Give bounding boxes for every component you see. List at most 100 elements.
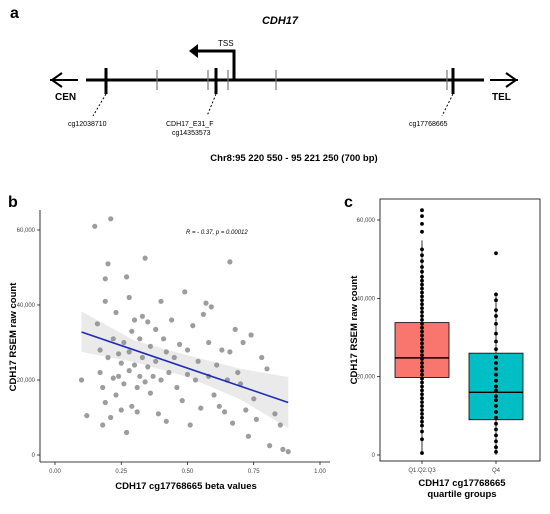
- c-y-tick-label: 20,000: [357, 375, 376, 381]
- box-point: [420, 265, 424, 269]
- scatter-point: [195, 358, 201, 364]
- scatter-point: [102, 399, 108, 406]
- region-label: Chr8:95 220 550 - 95 221 250 (700 bp): [210, 153, 377, 164]
- scatter-point: [179, 398, 185, 404]
- panel-c: c 0 20,000 40,000 60,000 Q1.Q2.Q3 Q4 CDH17 c…: [344, 194, 541, 500]
- box-point: [420, 259, 424, 263]
- b-y-tick-label: 20,000: [17, 378, 36, 384]
- scatter-point: [230, 420, 236, 426]
- scatter-point: [105, 261, 111, 267]
- scatter-point: [147, 343, 153, 349]
- scatter-point: [219, 347, 225, 353]
- scatter-point: [285, 449, 291, 455]
- scatter-point: [277, 422, 283, 428]
- scatter-point: [184, 347, 191, 353]
- box-point: [494, 321, 498, 326]
- scatter-point: [113, 392, 119, 398]
- probe-left-label: cg12038710: [68, 121, 107, 128]
- box-point: [420, 404, 424, 408]
- box-point: [494, 421, 498, 426]
- scatter-point: [118, 360, 124, 366]
- b-y-tick-label: 0: [32, 453, 36, 459]
- cen-arrow-icon: [50, 72, 78, 88]
- scatter-point: [94, 321, 100, 327]
- scatter-point: [153, 326, 159, 332]
- box-point: [420, 419, 424, 424]
- scatter-point: [184, 371, 191, 377]
- b-x-tick-label: 0.25: [115, 469, 127, 475]
- box-point: [420, 278, 424, 283]
- correlation-annotation: R = - 0.37, p = 0.00012: [186, 230, 248, 236]
- c-y-tick-label: 40,000: [357, 296, 376, 302]
- scatter-point: [78, 377, 85, 383]
- c-x-axis-label-1: CDH17 cg17768665: [418, 478, 506, 489]
- c-x-tick-label: Q4: [492, 468, 501, 474]
- scatter-point: [198, 405, 204, 411]
- scatter-point: [187, 422, 193, 428]
- scatter-point: [253, 416, 259, 422]
- scatter-point: [272, 411, 278, 417]
- box-point: [420, 321, 424, 326]
- b-y-axis-label: CDH17 RSEM raw count: [8, 282, 19, 392]
- b-x-tick-label: 0.00: [49, 469, 61, 475]
- box-point: [420, 365, 424, 369]
- box-point: [494, 427, 498, 432]
- box-point: [420, 208, 424, 213]
- scatter-point: [102, 298, 108, 304]
- scatter-point: [84, 413, 90, 419]
- box-point: [420, 274, 424, 279]
- scatter-point: [129, 328, 135, 334]
- scatter-point: [126, 294, 132, 301]
- scatter-point: [206, 339, 212, 346]
- scatter-point: [214, 362, 220, 368]
- panel-b-letter: b: [8, 194, 18, 211]
- box-point: [494, 251, 498, 256]
- scatter-point: [174, 384, 180, 391]
- box-point: [420, 361, 424, 365]
- b-y-tick-label: 60,000: [17, 228, 36, 234]
- box-point: [420, 380, 424, 385]
- c-y-axis-label: CDH17 RSEM raw count: [349, 275, 360, 385]
- box-point: [420, 214, 424, 219]
- gene-title: CDH17: [262, 15, 299, 27]
- scatter-point: [155, 411, 161, 417]
- confidence-band: [81, 311, 289, 428]
- scatter-point: [235, 369, 241, 376]
- box-point: [494, 355, 498, 359]
- box-point: [420, 437, 424, 442]
- scatter-point: [126, 368, 132, 374]
- scatter-point: [110, 336, 116, 342]
- box-point: [494, 331, 498, 336]
- box-point: [494, 298, 498, 303]
- c-x-tick-label: Q1.Q2.Q3: [408, 468, 436, 474]
- box-point: [420, 314, 424, 318]
- scatter-point: [161, 336, 167, 342]
- box-point: [420, 253, 424, 258]
- box-point: [420, 384, 424, 389]
- scatter-point: [158, 298, 164, 304]
- scatter-point: [100, 422, 106, 428]
- box-point: [420, 415, 424, 420]
- box-point: [420, 429, 424, 434]
- scatter-point: [171, 354, 177, 361]
- probe-right-label: cg17768665: [409, 121, 448, 128]
- scatter-point: [227, 259, 233, 265]
- trend-line: [81, 331, 289, 404]
- scatter-point: [243, 407, 249, 413]
- box-point: [420, 269, 424, 274]
- scatter-point: [137, 336, 143, 342]
- box-point: [494, 366, 498, 371]
- box-point: [420, 376, 424, 381]
- scatter-point: [227, 349, 233, 355]
- box-point: [420, 451, 424, 455]
- scatter-point: [131, 317, 138, 323]
- box-point: [420, 388, 424, 393]
- box-point: [420, 368, 424, 373]
- scatter-point: [150, 373, 156, 379]
- scatter-point: [121, 381, 127, 387]
- box-point: [420, 333, 424, 338]
- scatter-point: [139, 354, 145, 361]
- scatter-point: [113, 309, 119, 316]
- scatter-point: [108, 414, 114, 421]
- c-y-tick-label: 0: [372, 453, 376, 459]
